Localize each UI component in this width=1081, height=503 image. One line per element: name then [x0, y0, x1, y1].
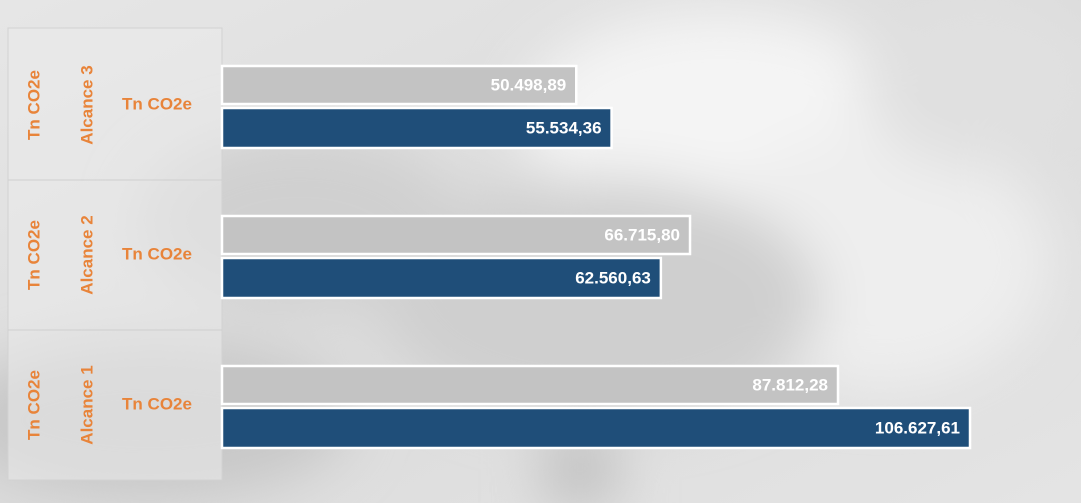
bar [222, 366, 838, 404]
value-label: 66.715,80 [604, 225, 680, 244]
page: Tn CO2e Alcance 3 Tn CO2e 50.498,89 55.534,3… [0, 0, 1081, 503]
value-label: 87.812,28 [752, 375, 828, 394]
value-label: 55.534,36 [526, 118, 602, 137]
category-label: Alcance 3 [77, 65, 96, 144]
outer-label: Tn CO2e [24, 70, 43, 140]
value-label: 50.498,89 [491, 75, 567, 94]
chart: Tn CO2e Alcance 3 Tn CO2e 50.498,89 55.534,3… [0, 0, 1081, 503]
inner-label: Tn CO2e [122, 94, 192, 113]
category-label: Alcance 1 [77, 365, 96, 444]
outer-label: Tn CO2e [24, 370, 43, 440]
category-label: Alcance 2 [77, 215, 96, 294]
inner-label: Tn CO2e [122, 244, 192, 263]
outer-label: Tn CO2e [24, 220, 43, 290]
value-label: 106.627,61 [875, 418, 960, 437]
value-label: 62.560,63 [575, 268, 651, 287]
inner-label: Tn CO2e [122, 394, 192, 413]
bar [222, 408, 970, 448]
